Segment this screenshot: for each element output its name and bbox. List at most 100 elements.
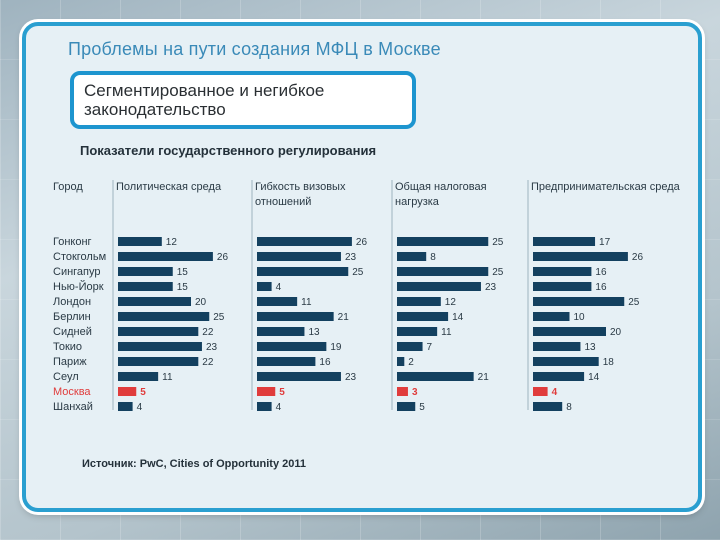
bar-value-label: 26 <box>217 252 229 263</box>
subtitle-box: Сегментированное и негибкое законодатель… <box>70 71 416 129</box>
bar <box>533 312 570 321</box>
bar <box>118 237 162 246</box>
bar <box>397 297 441 306</box>
bar-value-label: 5 <box>419 402 425 413</box>
bar <box>257 372 341 381</box>
bar <box>397 357 405 366</box>
bar-value-label: 11 <box>162 372 173 383</box>
bar-value-label: 7 <box>427 342 433 353</box>
bar <box>533 252 628 261</box>
bar <box>533 342 581 351</box>
bar <box>257 237 352 246</box>
series-header-4: Предпринимательская среда <box>531 181 681 193</box>
city-label: Берлин <box>53 311 91 323</box>
bar-value-label: 4 <box>137 402 143 413</box>
series-header-3: нагрузка <box>395 196 440 208</box>
city-label: Шанхай <box>53 401 93 413</box>
bar-value-label: 15 <box>177 267 189 278</box>
bar-value-label: 19 <box>330 342 342 353</box>
bar-value-label: 23 <box>345 372 357 383</box>
bar <box>257 387 276 396</box>
bar <box>118 252 213 261</box>
bar <box>118 357 199 366</box>
bar <box>118 327 199 336</box>
bar <box>257 327 305 336</box>
bar <box>533 387 548 396</box>
bar <box>397 252 427 261</box>
bar-value-label: 25 <box>492 237 504 248</box>
bar-value-label: 23 <box>345 252 357 263</box>
bar-value-label: 11 <box>441 327 452 338</box>
bar <box>397 267 489 276</box>
bar <box>257 297 298 306</box>
page-title: Проблемы на пути создания МФЦ в Москве <box>68 39 441 59</box>
city-label: Сеул <box>53 371 79 383</box>
bar <box>257 312 334 321</box>
series-header-2: отношений <box>255 196 311 208</box>
bar-value-label: 8 <box>430 252 436 263</box>
bar-value-label: 16 <box>595 267 607 278</box>
bar-value-label: 25 <box>492 267 504 278</box>
bar <box>533 297 625 306</box>
bar <box>257 402 272 411</box>
bar <box>533 282 592 291</box>
bar <box>118 267 173 276</box>
bar-value-label: 14 <box>588 372 600 383</box>
bar-value-label: 5 <box>140 387 146 398</box>
city-label: Москва <box>53 386 91 398</box>
city-label: Сидней <box>53 326 92 338</box>
bar-value-label: 10 <box>574 312 586 323</box>
bar-value-label: 20 <box>195 297 207 308</box>
bar-value-label: 22 <box>202 357 214 368</box>
bar-value-label: 23 <box>485 282 497 293</box>
bar-value-label: 4 <box>552 387 558 398</box>
subtitle-line-2: законодательство <box>84 100 226 119</box>
bar <box>397 327 438 336</box>
bar <box>118 372 159 381</box>
bar <box>533 372 585 381</box>
bar-value-label: 22 <box>202 327 214 338</box>
bar <box>397 372 474 381</box>
bar <box>257 267 349 276</box>
city-header: Город <box>53 181 83 193</box>
bar <box>533 327 606 336</box>
bar-value-label: 13 <box>308 327 320 338</box>
series-header-3: Общая налоговая <box>395 181 487 193</box>
series-header-1: Политическая среда <box>116 181 222 193</box>
bar-value-label: 17 <box>599 237 611 248</box>
bar-value-label: 20 <box>610 327 622 338</box>
bar-value-label: 5 <box>279 387 285 398</box>
bar-value-label: 25 <box>628 297 640 308</box>
bar <box>118 342 202 351</box>
bar <box>397 402 416 411</box>
bar-value-label: 2 <box>408 357 414 368</box>
bar-value-label: 11 <box>301 297 312 308</box>
city-label: Париж <box>53 356 87 368</box>
bar <box>397 282 481 291</box>
bar <box>533 402 563 411</box>
bar-value-label: 3 <box>412 387 418 398</box>
bar-value-label: 18 <box>603 357 615 368</box>
bar <box>397 237 489 246</box>
bar <box>257 357 316 366</box>
bar-value-label: 26 <box>356 237 368 248</box>
bar-value-label: 12 <box>445 297 457 308</box>
bar <box>397 342 423 351</box>
bar-value-label: 16 <box>319 357 331 368</box>
bar-value-label: 21 <box>338 312 350 323</box>
city-label: Токио <box>53 341 82 353</box>
bar-value-label: 15 <box>177 282 189 293</box>
bar-value-label: 21 <box>478 372 490 383</box>
city-label: Гонконг <box>53 236 92 248</box>
subtitle-line-1: Сегментированное и негибкое <box>84 81 325 100</box>
source-note: Источник: PwC, Cities of Opportunity 201… <box>82 458 306 470</box>
series-header-2: Гибкость визовых <box>255 181 346 193</box>
city-label: Нью-Йорк <box>53 280 104 293</box>
bar <box>257 252 341 261</box>
bar-value-label: 26 <box>632 252 644 263</box>
city-label: Стокгольм <box>53 251 106 263</box>
city-label: Сингапур <box>53 266 101 278</box>
bar <box>118 387 137 396</box>
bar <box>118 282 173 291</box>
